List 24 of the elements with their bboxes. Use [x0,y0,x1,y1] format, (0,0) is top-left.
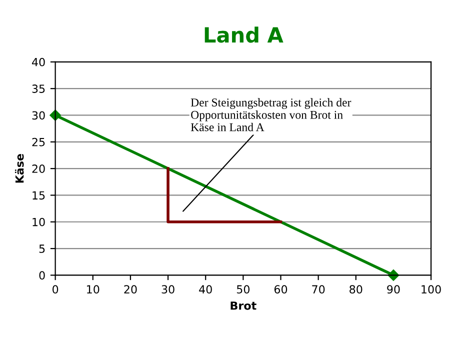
x-tick-label: 80 [350,285,362,294]
x-tick-label: 20 [124,285,137,294]
x-axis-title: Brot [230,302,256,310]
y-tick-label: 15 [32,191,45,200]
x-tick-label: 70 [312,285,325,294]
x-tick-label: 60 [274,285,288,294]
x-tick-label: 0 [52,285,58,294]
y-tick-label: 25 [32,138,45,146]
y-tick-label: 30 [32,111,45,120]
x-tick-label: 10 [87,285,100,294]
x-tick-label: 40 [199,285,212,294]
y-tick-label: 5 [39,244,45,253]
x-tick-label: 100 [422,285,441,294]
y-tick-label: 35 [32,84,45,93]
y-tick-label: 40 [32,58,45,66]
x-tick-label: 30 [162,285,174,294]
chart-title: Land A [204,26,284,43]
y-tick-label: 0 [39,271,45,280]
y-tick-label: 10 [32,218,45,226]
annotation: Der Steigungsbetrag ist gleich der Opportunitätskosten von Brot in Käse in Land A [190,98,352,132]
y-axis-title: Käse [14,154,24,183]
x-tick-label: 90 [387,285,400,294]
y-tick-label: 20 [32,164,45,173]
x-tick-label: 50 [236,285,250,294]
